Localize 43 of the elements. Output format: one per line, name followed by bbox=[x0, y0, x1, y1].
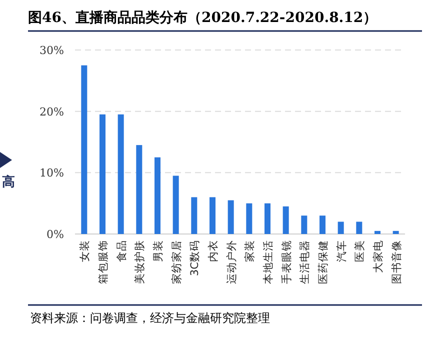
bar bbox=[154, 157, 160, 234]
bar bbox=[374, 230, 380, 234]
x-tick-label: 本地生活 bbox=[262, 240, 274, 284]
bar bbox=[228, 200, 234, 234]
x-tick-label: 箱包服饰 bbox=[98, 240, 110, 284]
text: 高 bbox=[2, 174, 15, 190]
bar bbox=[81, 65, 88, 234]
y-tick-label: 0% bbox=[46, 228, 64, 241]
x-tick-label: 食品 bbox=[116, 240, 128, 262]
x-tick-label: 图书音像 bbox=[390, 240, 403, 284]
bar bbox=[210, 197, 216, 234]
x-tick-label: 医美 bbox=[353, 240, 366, 262]
x-tick-label: 大家电 bbox=[372, 240, 384, 273]
bar bbox=[282, 206, 289, 234]
x-tick-label: 运动户外 bbox=[224, 240, 238, 284]
x-tick-label: 内衣 bbox=[206, 240, 220, 262]
x-tick-label: 医药保健 bbox=[316, 240, 330, 284]
x-tick-label: 手表眼镜 bbox=[280, 240, 293, 284]
x-tick-label: 美妆护肤 bbox=[133, 240, 146, 284]
x-tick-label: 男装 bbox=[152, 240, 164, 262]
bar bbox=[264, 203, 270, 234]
bar bbox=[172, 176, 179, 234]
x-tick-label: 女装 bbox=[78, 240, 92, 262]
x-tick-label: 汽车 bbox=[334, 240, 348, 262]
bar bbox=[320, 216, 326, 234]
x-tick-label: 家纺家居 bbox=[170, 240, 183, 284]
text: 资料来源：问卷调查，经济与金融研究院整理 bbox=[30, 311, 270, 325]
chart-title: 图46、直播商品品类分布（2020.7.22-2020.8.12） bbox=[28, 9, 378, 26]
bar bbox=[118, 114, 124, 234]
y-tick-label: 20% bbox=[40, 105, 64, 118]
bar bbox=[301, 216, 308, 234]
bar bbox=[100, 114, 106, 234]
bar bbox=[191, 197, 198, 234]
bar bbox=[356, 222, 362, 234]
x-tick-label: 3C数码 bbox=[189, 240, 202, 276]
bar bbox=[136, 145, 142, 234]
x-tick-label: 生活电器 bbox=[298, 240, 312, 284]
x-tick-label: 家装 bbox=[243, 240, 256, 262]
bar bbox=[392, 230, 399, 234]
bar bbox=[246, 203, 252, 234]
y-tick-label: 10% bbox=[40, 166, 64, 180]
y-tick-label: 30% bbox=[40, 44, 64, 57]
bar bbox=[338, 222, 344, 234]
